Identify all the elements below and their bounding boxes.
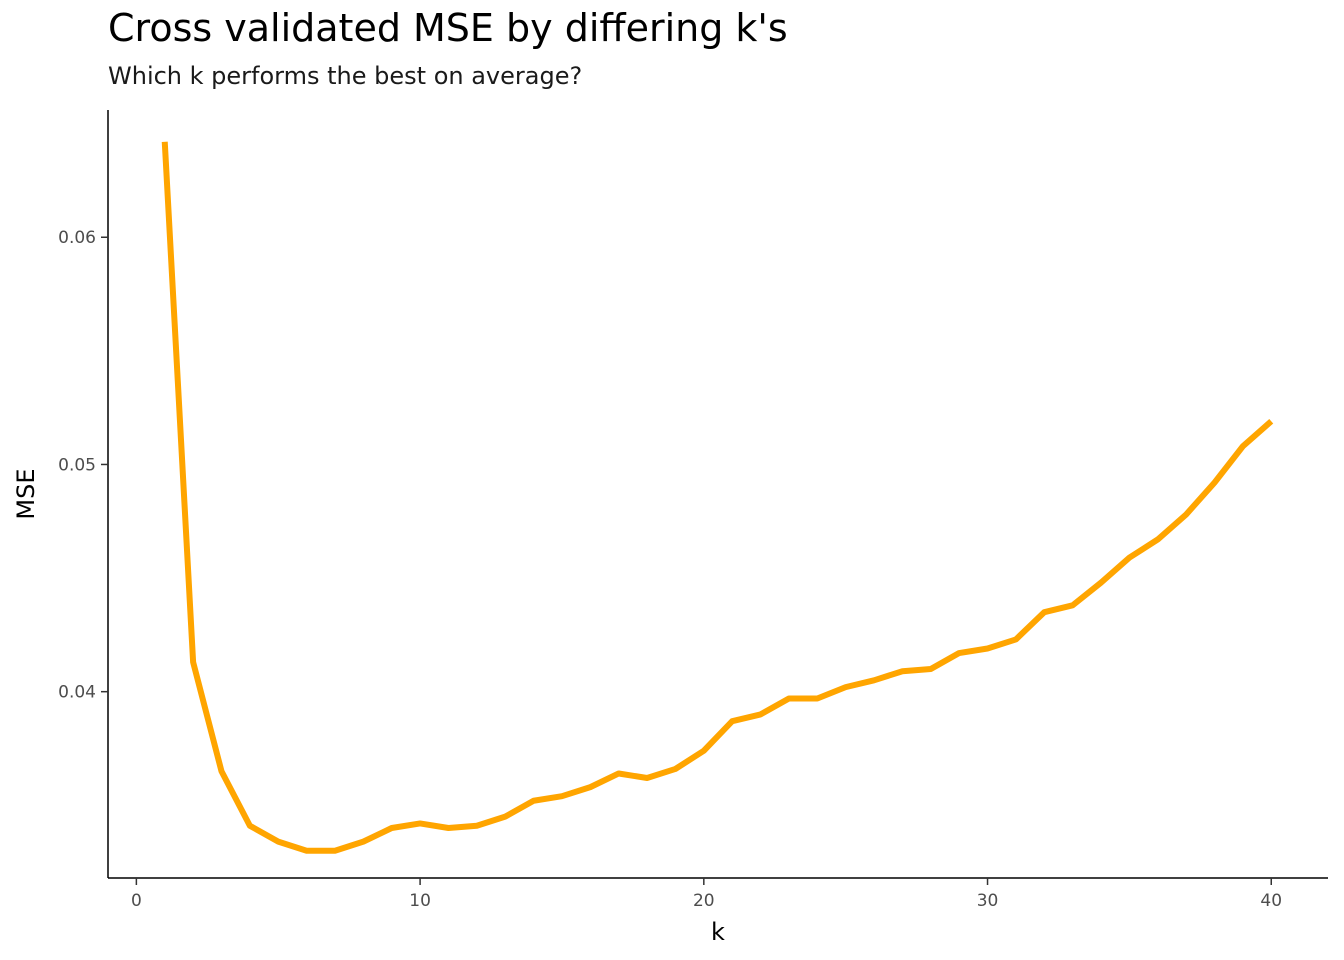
chart-title: Cross validated MSE by differing k's (108, 6, 788, 50)
mse-line (161, 141, 1274, 854)
y-axis-title: MSE (12, 468, 40, 519)
x-tick-label: 20 (693, 891, 715, 911)
y-tick-label: 0.05 (58, 455, 96, 475)
y-ticks: 0.04 0.05 0.06 (58, 228, 108, 703)
chart-subtitle: Which k performs the best on average? (108, 62, 583, 90)
x-tick-label: 30 (977, 891, 999, 911)
axes (107, 110, 1328, 879)
x-tick-label: 0 (131, 891, 142, 911)
x-tick-label: 40 (1260, 891, 1282, 911)
x-ticks: 0 10 20 30 40 (131, 878, 1282, 911)
y-tick-label: 0.06 (58, 228, 96, 248)
x-tick-label: 10 (409, 891, 431, 911)
x-axis-title: k (711, 918, 725, 946)
y-tick-label: 0.04 (58, 683, 96, 703)
